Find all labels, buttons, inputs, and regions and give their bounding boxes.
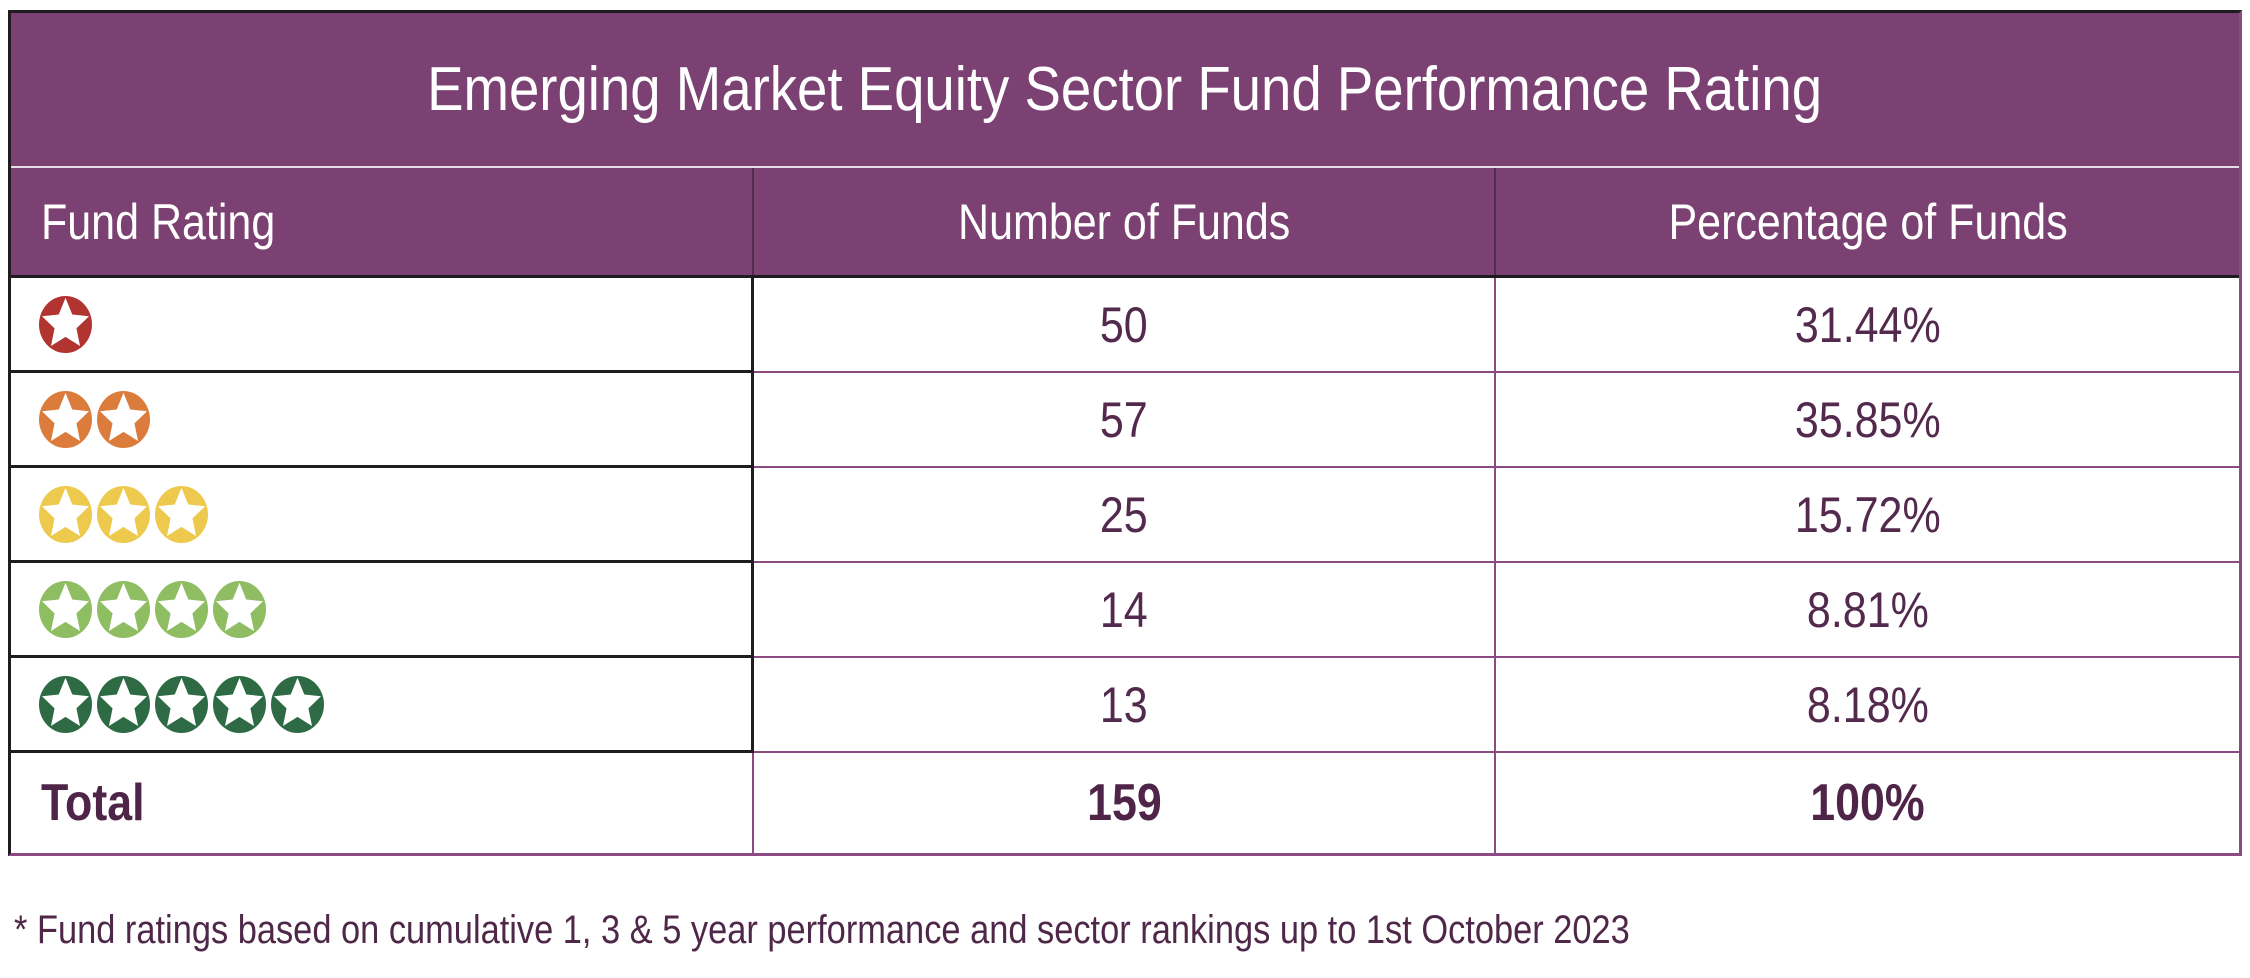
rating-cell <box>11 278 754 373</box>
table-row-4-stars: 14 8.81% <box>11 563 2239 658</box>
percentage-cell: 15.72% <box>1496 468 2239 563</box>
star-icon <box>97 675 150 733</box>
star-icon <box>155 485 208 543</box>
table-row-5-stars: 13 8.18% <box>11 658 2239 753</box>
fund-count-cell: 57 <box>753 373 1497 468</box>
rating-cell <box>11 373 754 468</box>
total-label-cell: Total <box>11 753 754 853</box>
star-icon <box>155 675 208 733</box>
table-total-row: Total 159 100% <box>11 753 2239 853</box>
star-icon <box>213 580 266 638</box>
star-icon <box>271 675 324 733</box>
star-icon <box>213 675 266 733</box>
star-icon <box>39 580 92 638</box>
percentage-cell: 31.44% <box>1496 278 2239 373</box>
table-row-3-stars: 25 15.72% <box>11 468 2239 563</box>
table-row-2-stars: 57 35.85% <box>11 373 2239 468</box>
column-header-number-of-funds: Number of Funds <box>754 168 1497 275</box>
footnote: * Fund ratings based on cumulative 1, 3 … <box>14 908 1630 952</box>
rating-cell <box>11 658 754 753</box>
fund-performance-table: Emerging Market Equity Sector Fund Perfo… <box>8 10 2242 856</box>
rating-cell <box>11 563 754 658</box>
star-icon <box>39 390 92 448</box>
total-fund-count-cell: 159 <box>754 753 1497 853</box>
column-header-fund-rating: Fund Rating <box>11 168 754 275</box>
total-percentage-cell: 100% <box>1810 774 1925 832</box>
table-title-bar: Emerging Market Equity Sector Fund Perfo… <box>11 13 2239 168</box>
fund-count-cell: 25 <box>753 468 1497 563</box>
percentage-cell: 8.18% <box>1496 658 2239 753</box>
fund-count-cell: 13 <box>753 658 1497 753</box>
table-header-row: Fund Rating Number of Funds Percentage o… <box>11 168 2239 278</box>
page-title: Emerging Market Equity Sector Fund Perfo… <box>427 55 1823 124</box>
star-icon <box>39 485 92 543</box>
star-icon <box>39 295 92 353</box>
table-row-1-star: 50 31.44% <box>11 278 2239 373</box>
fund-count-cell: 14 <box>753 563 1497 658</box>
rating-cell <box>11 468 754 563</box>
fund-count-cell: 50 <box>753 278 1497 373</box>
star-icon <box>39 675 92 733</box>
percentage-cell: 35.85% <box>1496 373 2239 468</box>
star-icon <box>155 580 208 638</box>
column-header-percentage-of-funds: Percentage of Funds <box>1668 193 2068 250</box>
star-icon <box>97 390 150 448</box>
star-icon <box>97 485 150 543</box>
star-icon <box>97 580 150 638</box>
percentage-cell: 8.81% <box>1496 563 2239 658</box>
